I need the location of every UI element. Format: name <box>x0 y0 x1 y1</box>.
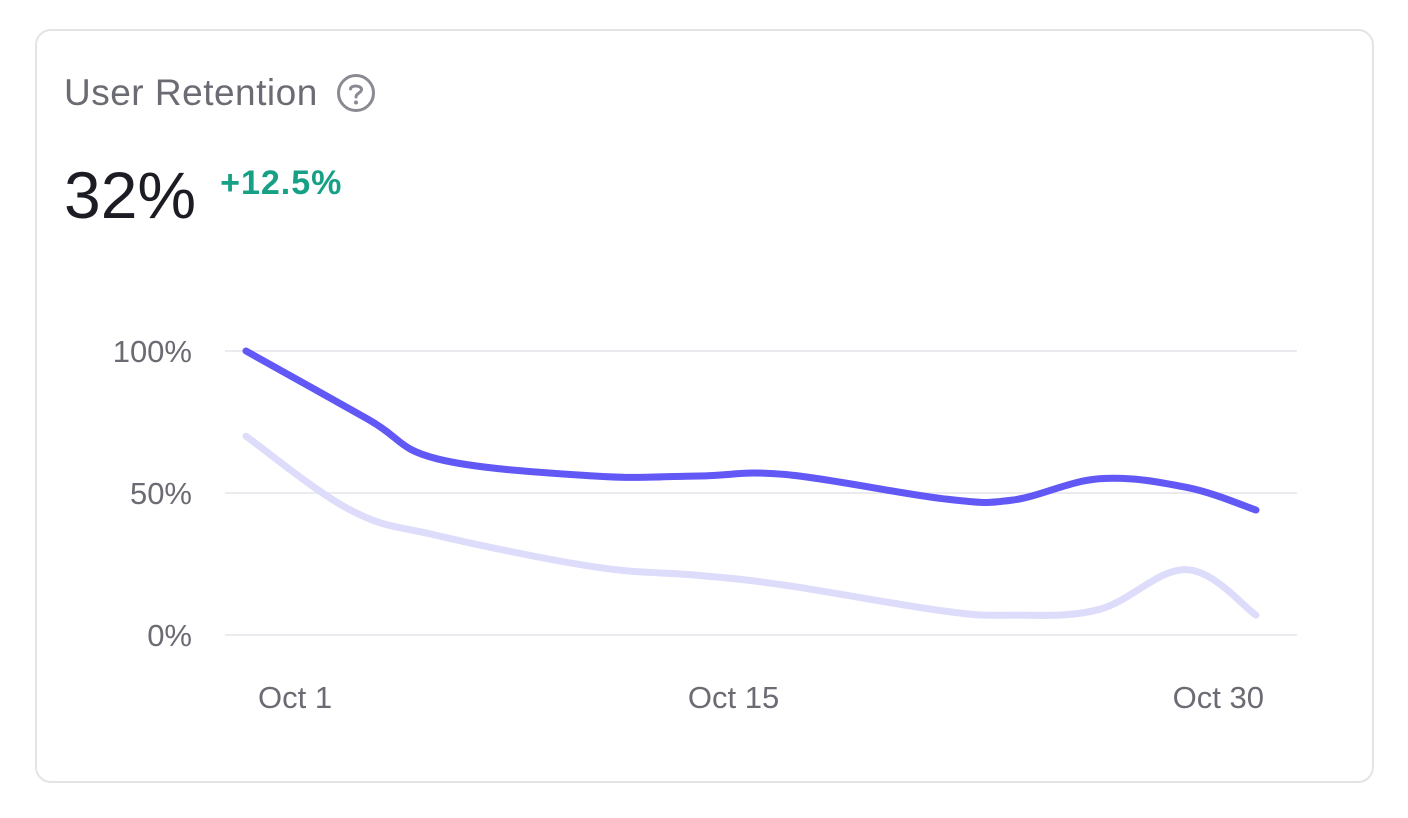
x-tick-label: Oct 15 <box>688 680 779 715</box>
y-tick-label: 50% <box>130 476 192 511</box>
grid-lines <box>225 350 1297 636</box>
x-tick-label: Oct 30 <box>1173 680 1264 715</box>
question-circle-icon[interactable] <box>336 73 376 113</box>
series-line-primary <box>242 347 1260 514</box>
y-tick-label: 100% <box>113 334 192 369</box>
retention-change-badge: +12.5% <box>220 164 343 202</box>
series-line-secondary <box>242 432 1260 619</box>
metric-row: 32% +12.5% <box>64 150 342 228</box>
retention-card <box>35 29 1374 783</box>
retention-value: 32% <box>64 158 197 232</box>
card-title: User Retention <box>64 72 318 113</box>
y-axis-ticks: 0% 50% 100% <box>113 334 192 653</box>
card-header: User Retention <box>64 72 376 114</box>
x-axis-ticks: Oct 1 Oct 15 Oct 30 <box>258 680 1264 715</box>
series-lines <box>242 347 1260 619</box>
x-tick-label: Oct 1 <box>258 680 332 715</box>
y-tick-label: 0% <box>147 618 192 653</box>
